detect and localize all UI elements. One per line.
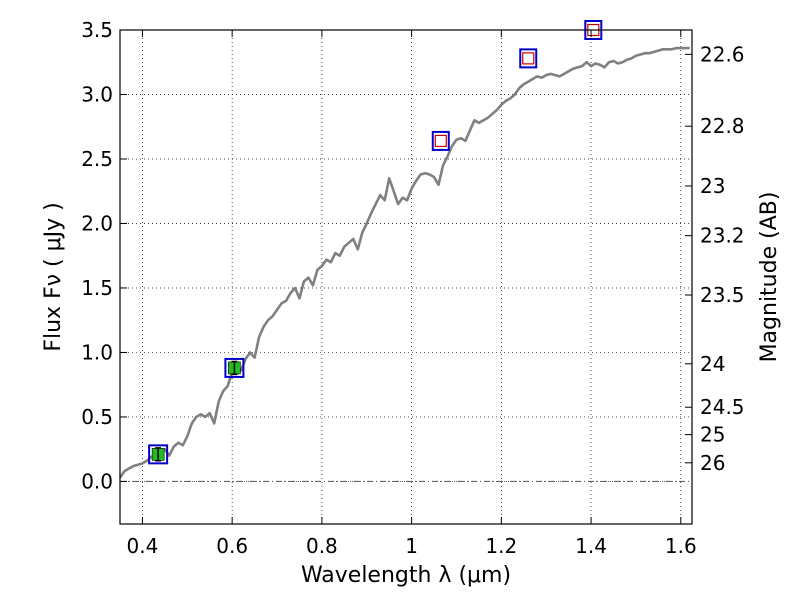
y-tick-label: 2.0 <box>81 211 113 235</box>
mag-tick-label: 23.2 <box>700 224 745 248</box>
mag-tick-label: 25 <box>700 423 725 447</box>
upper-limit-box <box>431 130 450 151</box>
upper-limit-marker <box>434 134 447 148</box>
detected-point-box <box>224 357 245 378</box>
y-tick-label: 2.5 <box>81 147 113 171</box>
y-tick-label: 3.0 <box>81 82 113 106</box>
x-axis-label: Wavelength λ (μm) <box>301 563 511 588</box>
x-tick-label: 1.4 <box>575 534 607 558</box>
y-tick-label: 0.5 <box>81 405 113 429</box>
model-spectrum-line <box>118 46 690 479</box>
y2-axis-label: Magnitude (AB) <box>757 192 782 363</box>
mag-tick-label: 22.6 <box>700 42 745 66</box>
plot-frame <box>119 29 693 525</box>
y-tick-label: 1.5 <box>81 276 113 300</box>
x-tick-label: 1.6 <box>665 534 697 558</box>
plot-background <box>120 30 692 524</box>
x-tick-label: 0.8 <box>306 534 338 558</box>
y-tick-label: 1.0 <box>81 340 113 364</box>
mag-tick-label: 22.8 <box>700 114 745 138</box>
upper-limit-box <box>519 48 538 69</box>
upper-limit-marker <box>522 52 535 65</box>
x-tick-label: 1.2 <box>485 534 517 558</box>
y-axis-label: Flux Fν ( μJy ) <box>41 202 66 351</box>
y-tick-label: 0.0 <box>81 469 113 493</box>
mag-tick-label: 23.5 <box>700 283 745 307</box>
x-tick-label: 1 <box>405 534 418 558</box>
axis-ticks: 0.4 0.6 0.8 1 1.2 1.4 1.6 0.0 0.5 1.0 1.5 2.0 2.5 3.0… <box>81 18 744 558</box>
x-tick-label: 0.4 <box>127 534 159 558</box>
mag-tick-label: 24.5 <box>700 395 745 419</box>
mag-tick-label: 24 <box>700 352 725 376</box>
mag-tick-label: 26 <box>700 451 725 475</box>
y-tick-label: 3.5 <box>81 18 113 42</box>
x-tick-label: 0.6 <box>216 534 248 558</box>
detected-point-box <box>148 444 169 465</box>
mag-tick-label: 23 <box>700 174 725 198</box>
